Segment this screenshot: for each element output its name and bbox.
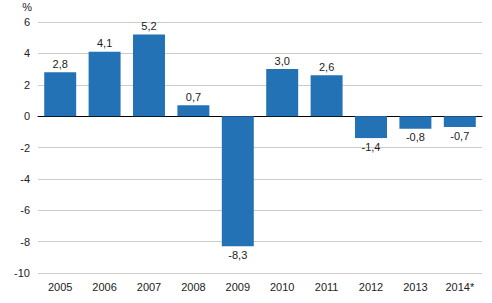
svg-text:-0,8: -0,8 bbox=[406, 131, 425, 143]
svg-text:2,8: 2,8 bbox=[53, 58, 68, 70]
svg-text:2010: 2010 bbox=[270, 281, 294, 293]
svg-text:-2: -2 bbox=[20, 142, 30, 154]
svg-text:%: % bbox=[22, 1, 32, 13]
svg-text:2005: 2005 bbox=[48, 281, 72, 293]
svg-text:2014*: 2014* bbox=[445, 281, 474, 293]
svg-text:-8,3: -8,3 bbox=[228, 249, 247, 261]
svg-text:4: 4 bbox=[24, 47, 30, 59]
svg-text:2006: 2006 bbox=[92, 281, 116, 293]
svg-text:-8: -8 bbox=[20, 236, 30, 248]
svg-text:2012: 2012 bbox=[359, 281, 383, 293]
svg-text:-0,7: -0,7 bbox=[450, 130, 469, 142]
svg-text:2008: 2008 bbox=[181, 281, 205, 293]
svg-text:6: 6 bbox=[24, 16, 30, 28]
svg-text:-4: -4 bbox=[20, 173, 30, 185]
svg-text:2011: 2011 bbox=[315, 281, 339, 293]
svg-text:0,7: 0,7 bbox=[186, 91, 201, 103]
svg-text:2007: 2007 bbox=[137, 281, 161, 293]
svg-text:-10: -10 bbox=[14, 267, 30, 279]
svg-text:-1,4: -1,4 bbox=[362, 141, 381, 153]
svg-text:4,1: 4,1 bbox=[97, 37, 112, 49]
svg-text:5,2: 5,2 bbox=[141, 20, 156, 32]
svg-text:-6: -6 bbox=[20, 204, 30, 216]
svg-text:2: 2 bbox=[24, 79, 30, 91]
svg-text:2,6: 2,6 bbox=[319, 61, 334, 73]
svg-text:0: 0 bbox=[24, 110, 30, 122]
svg-text:3,0: 3,0 bbox=[275, 55, 290, 67]
svg-text:2013: 2013 bbox=[403, 281, 427, 293]
svg-text:2009: 2009 bbox=[226, 281, 250, 293]
